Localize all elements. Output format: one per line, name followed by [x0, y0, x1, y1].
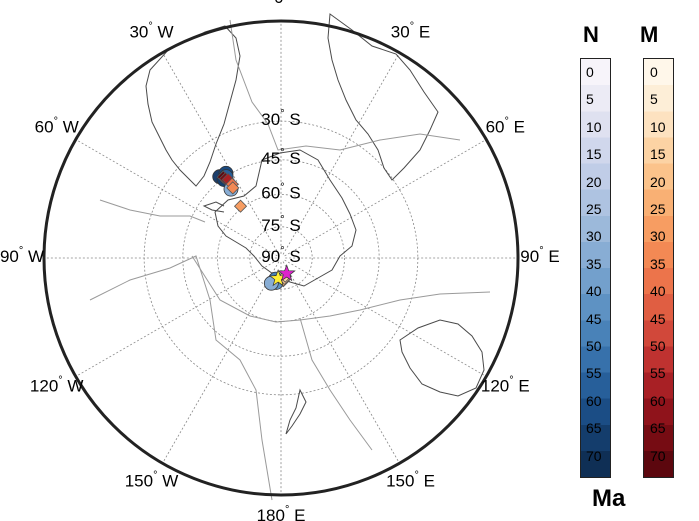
latitude-circle	[143, 120, 419, 396]
meridian-line	[284, 139, 487, 257]
meridian-line	[282, 52, 400, 255]
colorbar-tick-label: 35	[650, 255, 666, 272]
longitude-label: 150° E	[386, 469, 435, 491]
colorbar-tick-label: 65	[650, 420, 666, 437]
coast-australia	[399, 319, 485, 397]
plate-boundary	[229, 19, 461, 151]
colorbar-tick-label: 45	[586, 310, 602, 327]
colorbar-tick-label: 45	[650, 310, 666, 327]
colorbar-tick-label: 30	[586, 228, 602, 245]
latitude-label: 90° S	[261, 245, 300, 267]
colorbar-tick-label: 55	[650, 365, 666, 382]
colorbar-n	[580, 58, 611, 478]
longitude-label: 0°	[274, 0, 288, 7]
meridian-line	[284, 259, 487, 377]
colorbar-tick-label: 70	[650, 447, 666, 464]
meridian-line	[75, 139, 278, 257]
coast-south-america	[145, 25, 241, 187]
colorbar-tick-label: 20	[650, 173, 666, 190]
latitude-label: 60° S	[261, 181, 300, 203]
latitude-label: 45° S	[261, 147, 300, 169]
sample-marker-diamond	[233, 199, 248, 213]
colorbar-tick-label: 50	[650, 338, 666, 354]
sample-marker-diamond	[226, 181, 240, 195]
meridian-line	[75, 259, 278, 377]
longitude-label: 60° E	[486, 115, 525, 137]
colorbar-tick-label: 5	[586, 91, 594, 108]
coast-africa	[327, 13, 439, 181]
meridian-line	[162, 261, 280, 464]
sample-markers	[212, 165, 296, 291]
colorbar-tick-label: 60	[586, 392, 602, 409]
colorbar-tick-label: 65	[586, 420, 602, 437]
colorbar-tick-label: 25	[586, 201, 602, 217]
latitude-circle	[182, 159, 380, 357]
colorbar-tick-label: 15	[650, 146, 666, 163]
latitude-labels: 30° S 45° S 60° S 75° S 90° S	[261, 108, 300, 266]
longitude-label: 120° W	[30, 374, 84, 396]
latitude-label: 75° S	[261, 214, 300, 236]
map-boundary	[42, 19, 520, 497]
colorbar-tick-label: 55	[586, 365, 602, 382]
meridian-line	[162, 52, 280, 255]
coast-antarctica	[214, 149, 357, 287]
colorbar-unit-label: Ma	[592, 485, 626, 512]
longitude-label: 60° W	[35, 115, 79, 137]
longitude-label: 180° E	[257, 504, 306, 521]
longitude-label: 90° W	[0, 245, 44, 267]
coastlines	[89, 13, 491, 501]
longitude-label: 30° W	[129, 21, 173, 43]
longitude-label: 30° E	[391, 21, 430, 43]
latitude-circle	[217, 194, 345, 322]
longitude-labels: 0° 30° E 60° E 90° E 120° E 150° E 180° E 150° …	[0, 0, 560, 521]
polar-map: 0° 30° E 60° E 90° E 120° E 150° E 180° E 150° …	[0, 0, 560, 521]
colorbar-tick-label: 40	[650, 283, 666, 300]
colorbar-tick-label: 60	[650, 392, 666, 409]
colorbar-tick-label: 40	[586, 283, 602, 300]
colorbar-m	[643, 58, 674, 478]
plate-boundary	[89, 255, 273, 501]
colorbar-tick-label: 50	[586, 338, 602, 354]
colorbar-tick-label: 30	[650, 228, 666, 245]
colorbar-n-title: N	[583, 22, 599, 47]
coast-new-zealand	[285, 388, 307, 435]
colorbar-tick-label: 20	[586, 173, 602, 190]
colorbar-tick-label: 35	[586, 255, 602, 272]
colorbar-tick-label: 5	[650, 91, 658, 108]
latitude-circle	[249, 226, 313, 290]
graticule	[44, 21, 518, 495]
colorbar-tick-label: 70	[586, 447, 602, 464]
colorbar-m-title: M	[640, 22, 659, 47]
meridian-line	[282, 261, 400, 464]
longitude-label: 90° E	[520, 245, 559, 267]
longitude-label: 120° E	[481, 374, 530, 396]
colorbar-tick-label: 15	[586, 146, 602, 163]
colorbar-tick-label: 25	[650, 201, 666, 217]
colorbar-tick-label: 0	[650, 64, 658, 80]
colorbar-tick-label: 10	[586, 118, 602, 135]
latitude-label: 30° S	[261, 108, 300, 130]
colorbar-tick-label: 0	[586, 64, 594, 80]
coast-antarctic-peninsula	[202, 201, 225, 213]
star-marker	[277, 264, 296, 282]
plate-boundary	[99, 199, 491, 323]
colorbar-tick-label: 10	[650, 118, 666, 135]
longitude-label: 150° W	[125, 469, 179, 491]
plate-boundary	[299, 317, 373, 451]
